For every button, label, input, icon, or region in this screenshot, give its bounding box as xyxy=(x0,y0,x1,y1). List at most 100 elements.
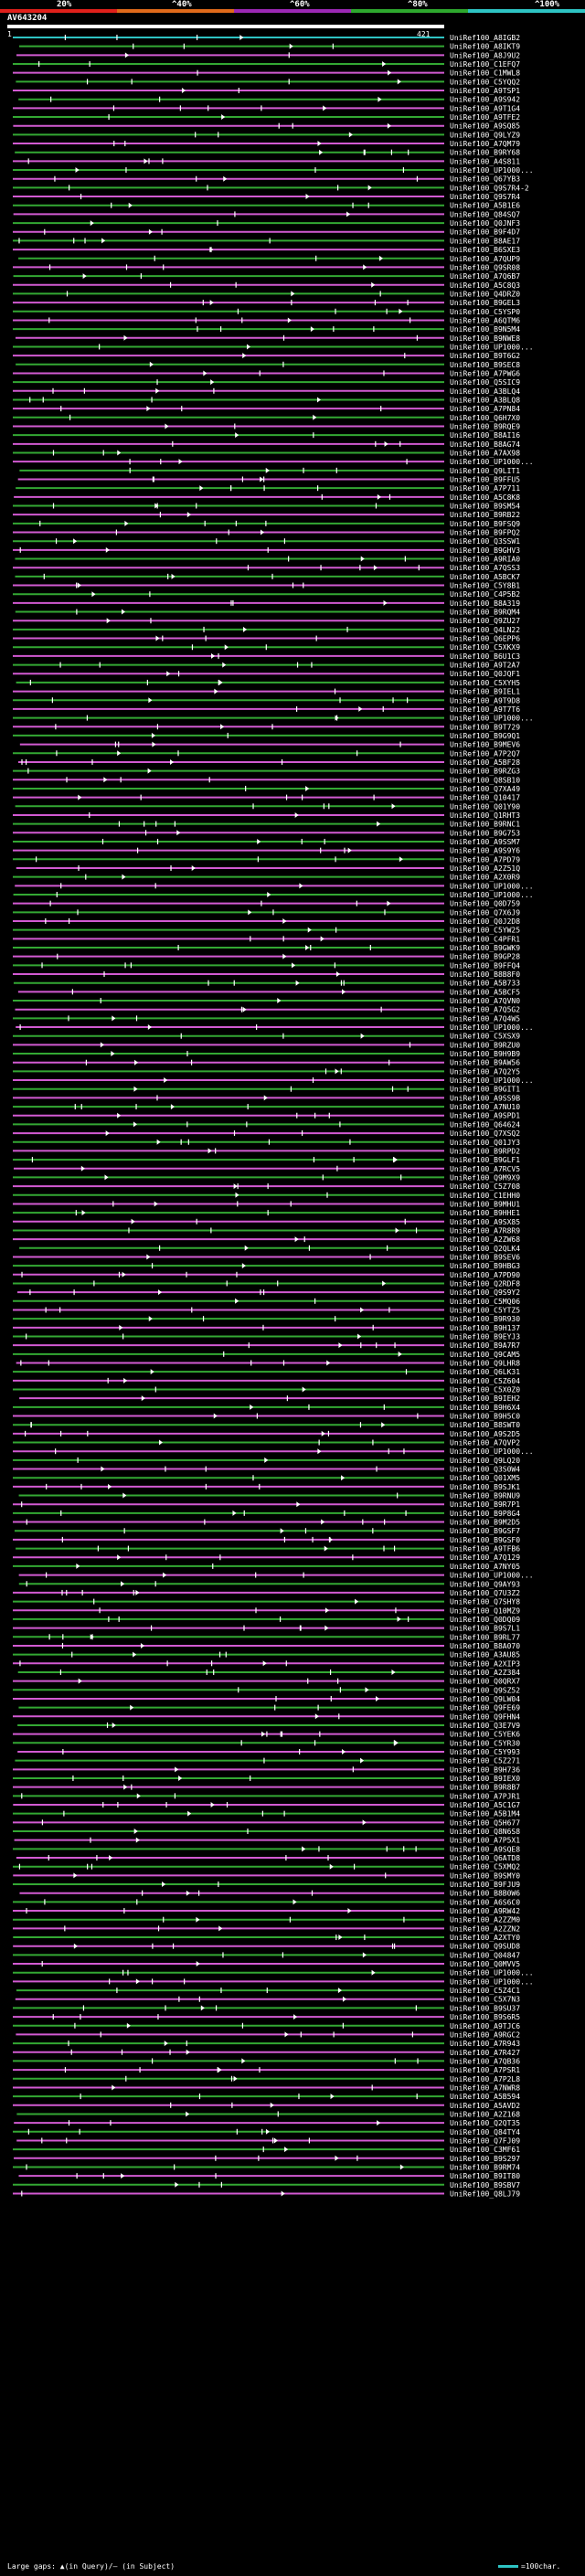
hit-label[interactable]: UniRef100_B9RQM4 xyxy=(450,609,520,617)
hit-label[interactable]: UniRef100_A9S9Y6 xyxy=(450,847,520,855)
hit-label[interactable]: UniRef100_Q2RDF8 xyxy=(450,1279,520,1288)
hit-label[interactable]: UniRef100_B9RNU9 xyxy=(450,1492,520,1500)
hit-label[interactable]: UniRef100_A5B1E6 xyxy=(450,202,520,210)
hit-label[interactable]: UniRef100_B9SBV7 xyxy=(450,2181,520,2189)
hit-label[interactable]: UniRef100_B9GSF0 xyxy=(450,1536,520,1544)
hit-label[interactable]: UniRef100_B9EYJ3 xyxy=(450,1332,520,1341)
hit-label[interactable]: UniRef100_B9H137 xyxy=(450,1324,520,1332)
hit-label[interactable]: UniRef100_A8IGB2 xyxy=(450,34,520,42)
hit-label[interactable]: UniRef100_A5B733 xyxy=(450,980,520,988)
hit-label[interactable]: UniRef100_Q9LHR8 xyxy=(450,1360,520,1368)
hit-label[interactable]: UniRef100_C5Z4C1 xyxy=(450,1987,520,1995)
hit-label[interactable]: UniRef100_Q6ATD8 xyxy=(450,1854,520,1862)
hit-label[interactable]: UniRef100_Q9S7R4-2 xyxy=(450,184,529,192)
hit-label[interactable]: UniRef100_Q5SIC9 xyxy=(450,378,520,387)
hit-label[interactable]: UniRef100_A2ZW68 xyxy=(450,1235,520,1244)
hit-label[interactable]: UniRef100_B9S7L1 xyxy=(450,1625,520,1633)
hit-label[interactable]: UniRef100_A5B1M4 xyxy=(450,1810,520,1818)
hit-label[interactable]: UniRef100_B6SXE3 xyxy=(450,246,520,254)
hit-label[interactable]: UniRef100_Q01Y90 xyxy=(450,802,520,811)
hit-label[interactable]: UniRef100_A7QB36 xyxy=(450,2057,520,2065)
hit-label[interactable]: UniRef100_C5XYH5 xyxy=(450,679,520,687)
hit-label[interactable]: UniRef100_UP1000... xyxy=(450,1447,534,1456)
hit-label[interactable]: UniRef100_Q5H677 xyxy=(450,1818,520,1827)
hit-label[interactable]: UniRef100_B9G753 xyxy=(450,829,520,837)
hit-label[interactable]: UniRef100_B9IT80 xyxy=(450,2172,520,2180)
hit-label[interactable]: UniRef100_UP1000... xyxy=(450,343,534,351)
hit-label[interactable]: UniRef100_C1EHH0 xyxy=(450,1192,520,1200)
hit-label[interactable]: UniRef100_A9SS9B xyxy=(450,1094,520,1102)
hit-label[interactable]: UniRef100_A7R427 xyxy=(450,2049,520,2057)
hit-label[interactable]: UniRef100_B9FSQ9 xyxy=(450,520,520,528)
hit-label[interactable]: UniRef100_B9N5M4 xyxy=(450,325,520,334)
hit-label[interactable]: UniRef100_A9RW42 xyxy=(450,1907,520,1915)
hit-label[interactable]: UniRef100_A9TFE2 xyxy=(450,113,520,122)
hit-label[interactable]: UniRef100_A5C8Q3 xyxy=(450,281,520,290)
hit-label[interactable]: UniRef100_B9GLF1 xyxy=(450,1156,520,1164)
hit-label[interactable]: UniRef100_Q2QT35 xyxy=(450,2119,520,2127)
hit-label[interactable]: UniRef100_B9S6R5 xyxy=(450,2013,520,2021)
hit-label[interactable]: UniRef100_A7P5X1 xyxy=(450,1837,520,1845)
hit-label[interactable]: UniRef100_C5YTZ5 xyxy=(450,1306,520,1314)
hit-label[interactable]: UniRef100_A3AU85 xyxy=(450,1651,520,1659)
hit-label[interactable]: UniRef100_A6QTM6 xyxy=(450,316,520,324)
hit-label[interactable]: UniRef100_A2X0R9 xyxy=(450,874,520,882)
hit-label[interactable]: UniRef100_A7P2Q7 xyxy=(450,749,520,758)
hit-label[interactable]: UniRef100_B9R930 xyxy=(450,1315,520,1323)
hit-label[interactable]: UniRef100_Q04847 xyxy=(450,1951,520,1959)
hit-label[interactable]: UniRef100_Q10417 xyxy=(450,794,520,802)
hit-label[interactable]: UniRef100_C5YQQ2 xyxy=(450,78,520,86)
hit-label[interactable]: UniRef100_B9IEH2 xyxy=(450,1394,520,1403)
hit-label[interactable]: UniRef100_C5X7N3 xyxy=(450,1996,520,2004)
hit-label[interactable]: UniRef100_A9S2D5 xyxy=(450,1430,520,1438)
hit-label[interactable]: UniRef100_B9R8B7 xyxy=(450,1784,520,1792)
hit-label[interactable]: UniRef100_C5X0Z0 xyxy=(450,1386,520,1394)
hit-label[interactable]: UniRef100_UP1000... xyxy=(450,1977,534,1986)
hit-label[interactable]: UniRef100_B8AE17 xyxy=(450,237,520,245)
hit-label[interactable]: UniRef100_A2XIP3 xyxy=(450,1659,520,1668)
hit-label[interactable]: UniRef100_B9HHE1 xyxy=(450,1209,520,1217)
hit-label[interactable]: UniRef100_A2XTY0 xyxy=(450,1934,520,1942)
hit-label[interactable]: UniRef100_Q7XA49 xyxy=(450,785,520,793)
hit-label[interactable]: UniRef100_Q01XM5 xyxy=(450,1474,520,1482)
hit-label[interactable]: UniRef100_C5XMQ2 xyxy=(450,1863,520,1871)
hit-label[interactable]: UniRef100_B9GSF7 xyxy=(450,1527,520,1535)
hit-label[interactable]: UniRef100_B9RY68 xyxy=(450,149,520,157)
hit-label[interactable]: UniRef100_Q9LQ20 xyxy=(450,1457,520,1465)
hit-label[interactable]: UniRef100_Q3SSW1 xyxy=(450,537,520,546)
hit-label[interactable]: UniRef100_A4S811 xyxy=(450,157,520,165)
hit-label[interactable]: UniRef100_A9T9D8 xyxy=(450,696,520,705)
hit-label[interactable]: UniRef100_A7PWG6 xyxy=(450,369,520,377)
hit-label[interactable]: UniRef100_B9RZU0 xyxy=(450,1041,520,1049)
hit-label[interactable]: UniRef100_A7R8R9 xyxy=(450,1226,520,1235)
hit-label[interactable]: UniRef100_A7PN84 xyxy=(450,405,520,413)
hit-label[interactable]: UniRef100_Q9SUD8 xyxy=(450,1943,520,1951)
hit-label[interactable]: UniRef100_Q9AY93 xyxy=(450,1580,520,1588)
hit-label[interactable]: UniRef100_Q9FE69 xyxy=(450,1704,520,1712)
hit-label[interactable]: UniRef100_A5BCK7 xyxy=(450,573,520,581)
hit-label[interactable]: UniRef100_A7QVN0 xyxy=(450,997,520,1005)
hit-label[interactable]: UniRef100_B9SJK1 xyxy=(450,1483,520,1491)
hit-label[interactable]: UniRef100_A3BLQ8 xyxy=(450,396,520,404)
hit-label[interactable]: UniRef100_UP1000... xyxy=(450,1969,534,1977)
hit-label[interactable]: UniRef100_Q9S9Y2 xyxy=(450,1288,520,1297)
hit-label[interactable]: UniRef100_B9RQE9 xyxy=(450,422,520,430)
hit-label[interactable]: UniRef100_Q4LN22 xyxy=(450,626,520,634)
hit-label[interactable]: UniRef100_Q7X6J9 xyxy=(450,908,520,917)
hit-label[interactable]: UniRef100_C4P5B2 xyxy=(450,590,520,599)
hit-label[interactable]: UniRef100_C5YR30 xyxy=(450,1739,520,1747)
hit-label[interactable]: UniRef100_B8AG74 xyxy=(450,440,520,449)
hit-label[interactable]: UniRef100_B9MHU1 xyxy=(450,1200,520,1208)
hit-label[interactable]: UniRef100_A7P2L8 xyxy=(450,2075,520,2083)
hit-label[interactable]: UniRef100_B8B0W6 xyxy=(450,1890,520,1898)
hit-label[interactable]: UniRef100_B9S297 xyxy=(450,2155,520,2163)
hit-label[interactable]: UniRef100_A7R943 xyxy=(450,2040,520,2048)
hit-label[interactable]: UniRef100_B9G9Q1 xyxy=(450,732,520,740)
hit-label[interactable]: UniRef100_B9H5C0 xyxy=(450,1413,520,1421)
hit-label[interactable]: UniRef100_Q10MZ9 xyxy=(450,1606,520,1615)
hit-label[interactable]: UniRef100_B9IEX0 xyxy=(450,1775,520,1783)
hit-label[interactable]: UniRef100_Q9CAM5 xyxy=(450,1351,520,1359)
hit-label[interactable]: UniRef100_B9HBG3 xyxy=(450,1262,520,1270)
hit-label[interactable]: UniRef100_B9SMY0 xyxy=(450,1871,520,1880)
hit-label[interactable]: UniRef100_B9SEV6 xyxy=(450,1253,520,1261)
